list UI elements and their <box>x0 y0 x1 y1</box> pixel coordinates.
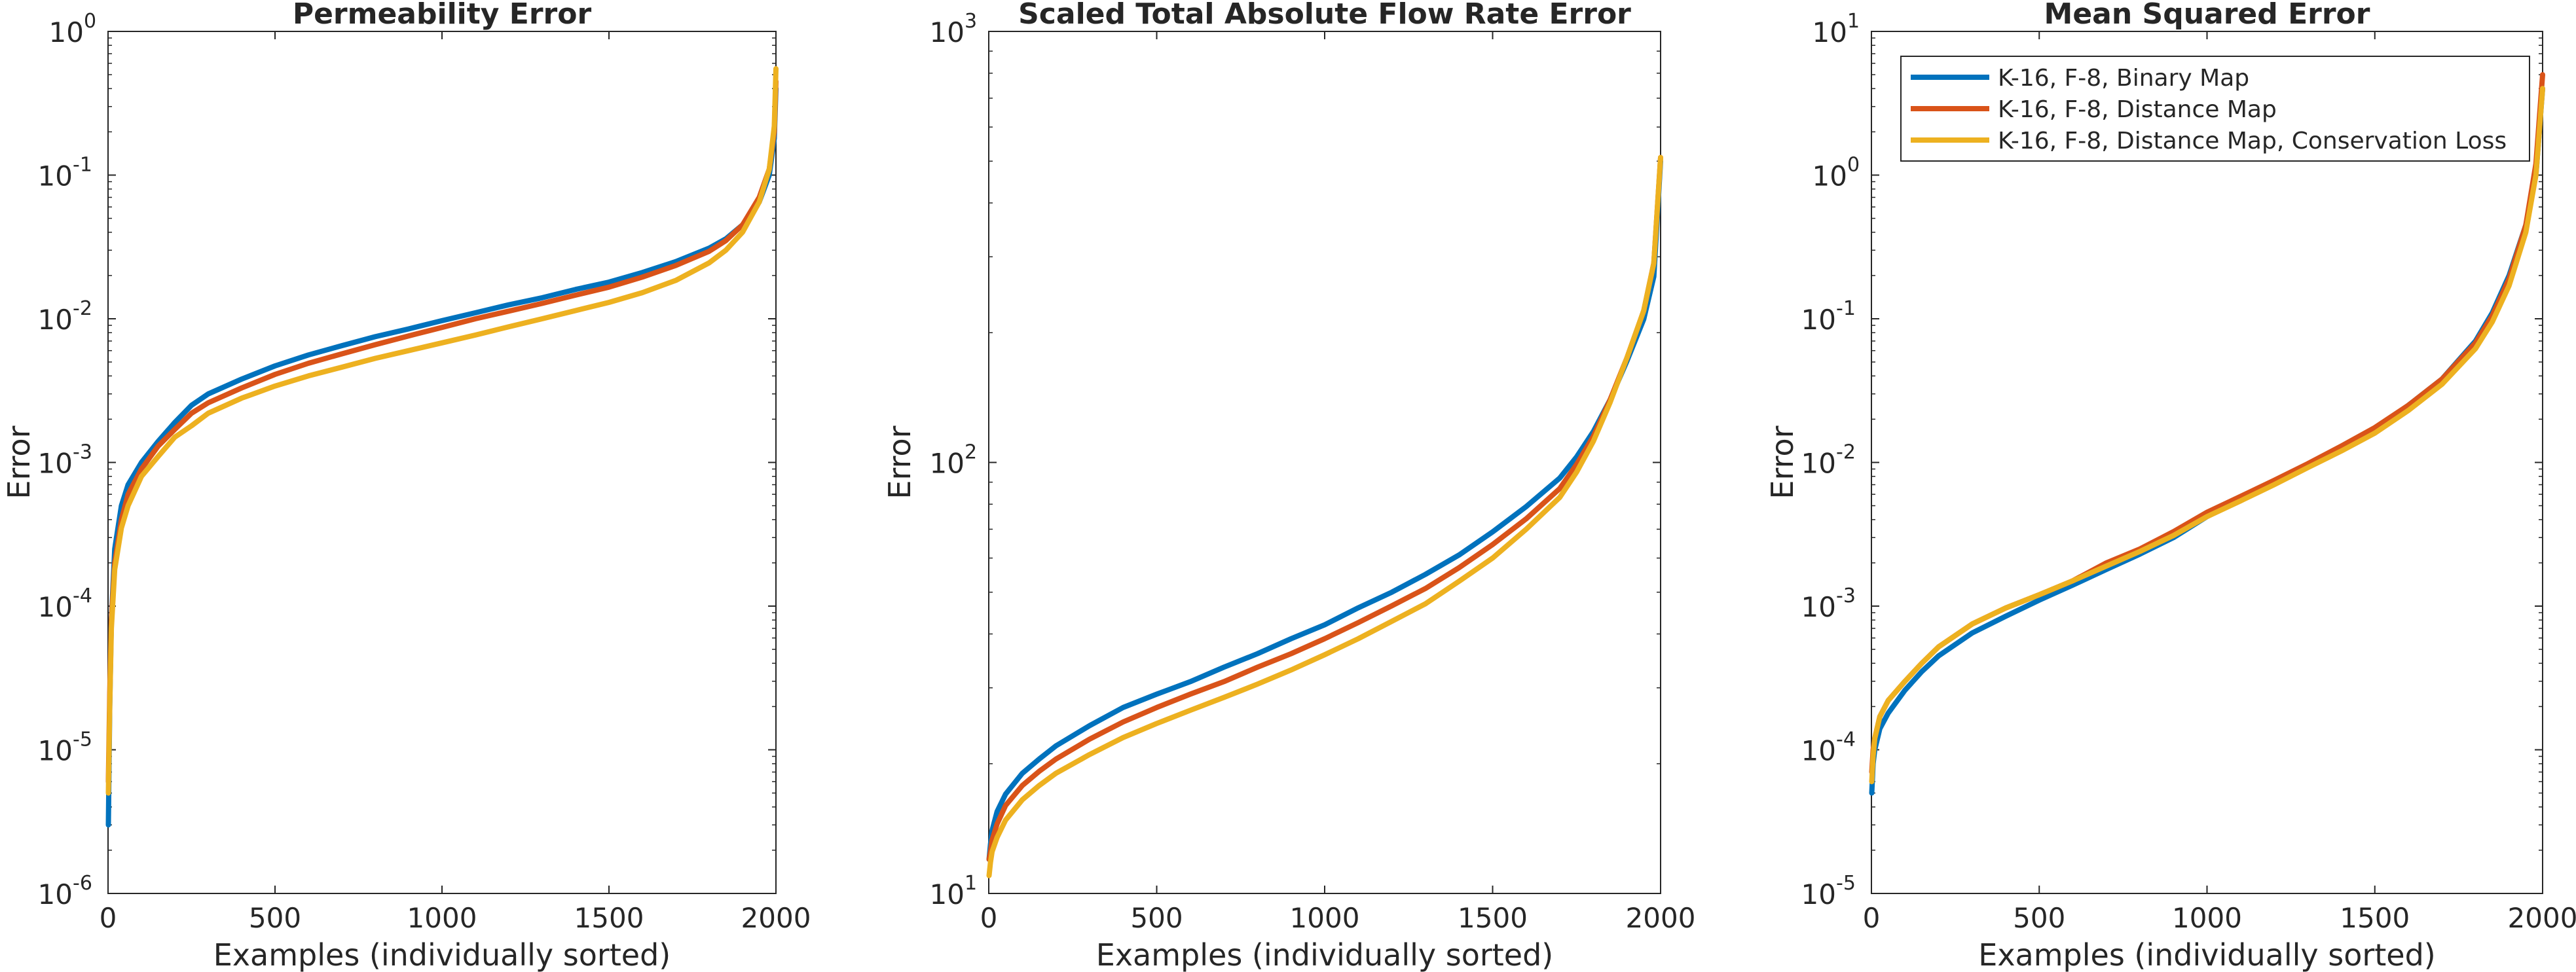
y-tick-exponent: -1 <box>73 154 92 177</box>
subplot-title: Permeability Error <box>293 0 592 31</box>
y-axis-label: Error <box>1 425 37 499</box>
subplot-1: 0 500 1000 1500 200010-610-510-410-310-210-1… <box>1 0 811 972</box>
legend-box <box>1900 56 2530 162</box>
y-tick-label: 10 <box>930 878 965 910</box>
y-tick-exponent: -5 <box>1836 872 1856 895</box>
y-tick-exponent: 0 <box>84 10 96 33</box>
x-tick-label: 2000 <box>741 902 811 934</box>
subplot-title: Mean Squared Error <box>2044 0 2370 31</box>
y-tick-label: 10 <box>1801 735 1836 767</box>
x-tick-label: 1500 <box>2340 902 2410 934</box>
y-tick-label: 10 <box>1801 591 1836 623</box>
y-tick-label: 10 <box>1812 16 1847 48</box>
legend: K-16, F-8, Binary Map K-16, F-8, Distance… <box>1900 56 2530 162</box>
y-tick-exponent: 1 <box>1847 10 1860 33</box>
y-tick-exponent: -3 <box>73 441 92 464</box>
series-line-3 <box>986 154 1663 878</box>
x-axis-label: Examples (individually sorted) <box>1978 937 2435 972</box>
x-tick-label: 1000 <box>407 902 477 934</box>
y-tick-exponent: 0 <box>1847 154 1860 177</box>
y-tick-exponent: -2 <box>1836 441 1856 464</box>
y-tick-label: 10 <box>38 735 73 767</box>
legend-label: K-16, F-8, Binary Map <box>1998 65 2249 92</box>
y-tick-exponent: 1 <box>965 872 977 895</box>
y-tick-exponent: -6 <box>73 872 92 895</box>
x-tick-label: 500 <box>1130 902 1183 934</box>
y-axis-label: Error <box>1765 425 1800 499</box>
y-tick-exponent: 2 <box>965 441 977 464</box>
y-tick-exponent: -4 <box>73 585 92 607</box>
y-tick-label: 10 <box>930 448 965 480</box>
x-tick-label: 1000 <box>2172 902 2242 934</box>
y-tick-label: 10 <box>1801 304 1836 336</box>
legend-label: K-16, F-8, Distance Map <box>1998 96 2277 123</box>
x-tick-label: 0 <box>980 902 998 934</box>
series-line-3 <box>1869 86 2545 785</box>
y-tick-exponent: -5 <box>73 729 92 751</box>
y-tick-label: 10 <box>1801 448 1836 480</box>
x-tick-label: 0 <box>100 902 117 934</box>
y-tick-label: 10 <box>930 16 965 48</box>
axes-box <box>107 31 777 894</box>
x-axis-label: Examples (individually sorted) <box>213 937 671 972</box>
series-line-3 <box>105 66 779 796</box>
y-axis-label: Error <box>882 425 917 499</box>
x-tick-label: 500 <box>249 902 301 934</box>
y-tick-label: 10 <box>38 591 73 623</box>
y-tick-exponent: 3 <box>965 10 977 33</box>
y-tick-exponent: -3 <box>1836 585 1856 607</box>
y-tick-label: 10 <box>38 878 73 910</box>
y-tick-label: 10 <box>38 304 73 336</box>
x-tick-label: 0 <box>1863 902 1881 934</box>
y-tick-exponent: -2 <box>73 297 92 320</box>
x-tick-label: 1000 <box>1290 902 1360 934</box>
legend-label: K-16, F-8, Distance Map, Conservation Lo… <box>1998 128 2507 154</box>
x-axis-label: Examples (individually sorted) <box>1096 937 1553 972</box>
x-tick-label: 2000 <box>1626 902 1696 934</box>
y-tick-label: 10 <box>1801 878 1836 910</box>
axes-box <box>1871 31 2543 894</box>
y-tick-exponent: -1 <box>1836 297 1856 320</box>
x-tick-label: 500 <box>2013 902 2065 934</box>
x-tick-label: 1500 <box>1458 902 1528 934</box>
series-line-2 <box>105 79 779 785</box>
subplot-title: Scaled Total Absolute Flow Rate Error <box>1018 0 1631 31</box>
y-tick-label: 10 <box>38 448 73 480</box>
axes-box <box>988 31 1661 894</box>
y-tick-label: 10 <box>38 160 73 192</box>
y-tick-exponent: -4 <box>1836 729 1856 751</box>
x-tick-label: 1500 <box>574 902 644 934</box>
y-tick-label: 10 <box>49 16 84 48</box>
x-tick-label: 2000 <box>2508 902 2576 934</box>
y-tick-label: 10 <box>1812 160 1847 192</box>
